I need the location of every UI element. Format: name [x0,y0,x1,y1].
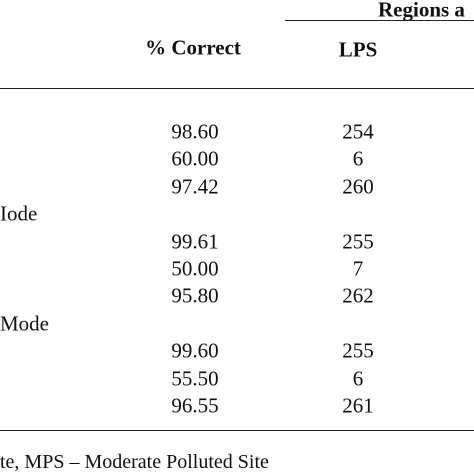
row-group-label: Iode [0,201,38,226]
header-rule [0,88,474,89]
group-title: Regions a [378,0,465,22]
cell: 60.00 [171,146,219,171]
cell: 255 [342,338,374,363]
cell: 260 [342,174,374,199]
column-header: % Correct [145,35,241,60]
cell: 255 [342,229,374,254]
row-group-label: Mode [0,311,49,336]
column-header: LPS [338,37,378,62]
cell: 7 [352,256,364,281]
cell: 96.55 [171,393,219,418]
cell: 98.60 [171,119,219,144]
cell: 99.60 [171,338,219,363]
cell: 262 [342,283,374,308]
cell: 261 [342,393,374,418]
cell: 95.80 [171,283,219,308]
footnote: te, MPS – Moderate Polluted Site [0,451,269,473]
cell: 50.00 [171,256,219,281]
cell: 6 [352,366,364,391]
cell: 97.42 [171,174,219,199]
bottom-rule [0,430,474,431]
cell: 99.61 [171,229,219,254]
cell: 6 [352,146,364,171]
cell: 254 [342,119,374,144]
group-rule [285,20,474,21]
cell: 55.50 [171,366,219,391]
